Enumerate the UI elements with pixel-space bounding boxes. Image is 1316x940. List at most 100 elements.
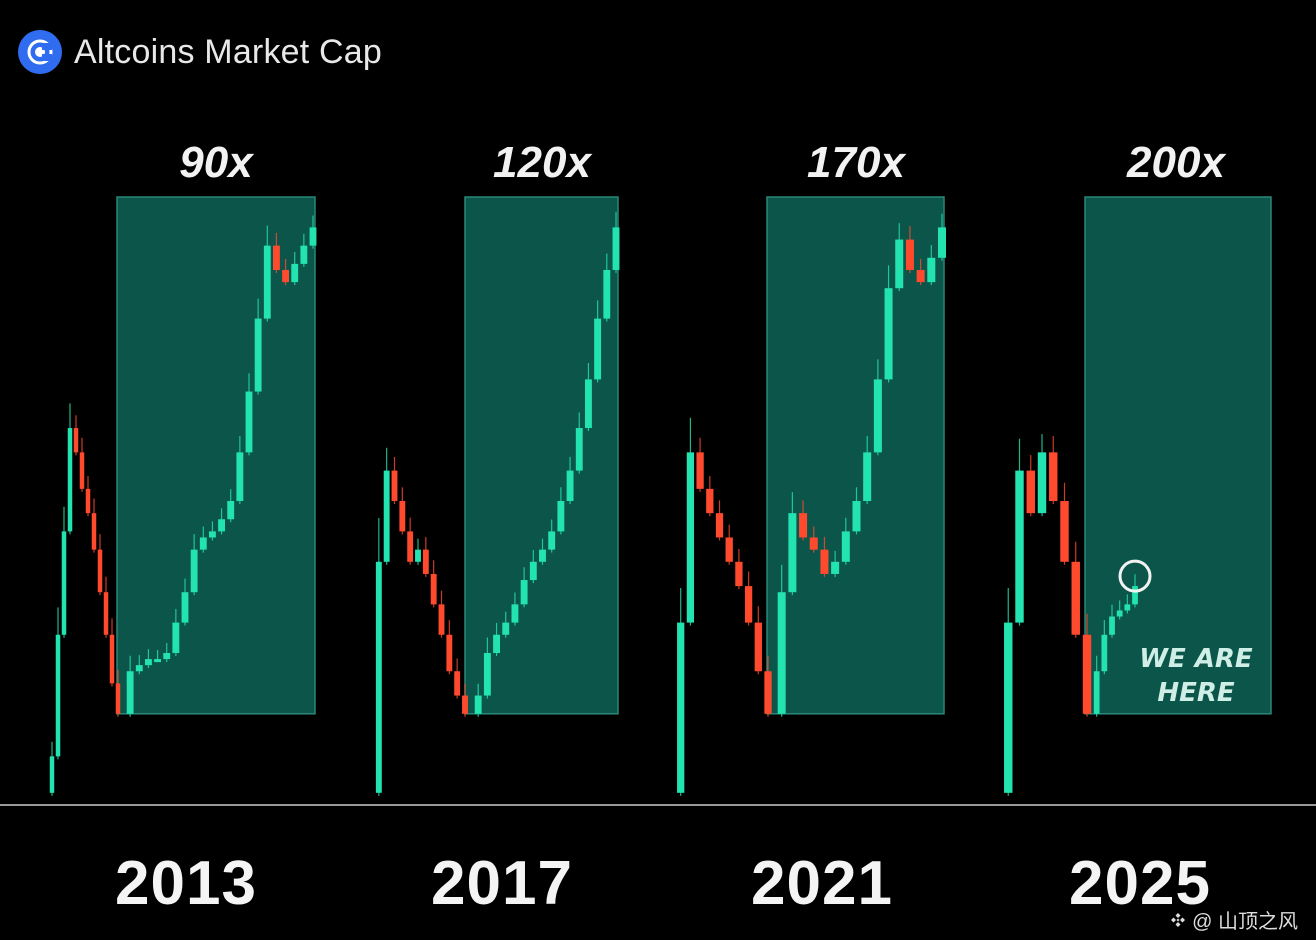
- year-label-2021: 2021: [751, 849, 893, 918]
- we-are-here-circle: [1118, 559, 1152, 593]
- candle-2017-pre-cycle-11: [454, 671, 461, 696]
- candle-2025-pre-cycle-2: [1015, 470, 1024, 623]
- candle-2013-pre-cycle-6: [79, 452, 85, 489]
- candle-2013-cycle-9: [199, 537, 207, 550]
- candle-2013-cycle-18: [282, 269, 289, 283]
- candle-2021-cycle-6: [831, 561, 840, 574]
- candle-2025-pre-cycle-7: [1071, 561, 1080, 635]
- candle-2025-pre-cycle-5: [1049, 452, 1058, 501]
- candle-2017-cycle-4: [502, 622, 510, 635]
- chart-header: Altcoins Market Cap: [18, 30, 382, 74]
- candle-2021-pre-cycle-3: [696, 452, 704, 489]
- candle-2021-pre-cycle-8: [744, 586, 753, 623]
- year-label-2017: 2017: [431, 849, 573, 918]
- candle-2013-cycle-7: [181, 592, 189, 623]
- candle-2013-pre-cycle-10: [103, 592, 109, 635]
- candle-2025-cycle-6: [1132, 586, 1138, 605]
- candle-2025-cycle-5: [1124, 604, 1131, 611]
- cycle-box-2013: [116, 196, 316, 715]
- candle-2021-cycle-4: [809, 537, 818, 550]
- candle-2021-pre-cycle-6: [725, 537, 733, 562]
- candle-2017-cycle-7: [529, 561, 537, 581]
- candle-2021-pre-cycle-7: [735, 561, 743, 587]
- candle-2021-cycle-15: [927, 257, 936, 283]
- cycle-box-2017: [464, 196, 619, 715]
- candle-2013-pre-cycle-12: [115, 683, 121, 714]
- candle-2013-cycle-15: [254, 318, 262, 392]
- candle-2021-cycle-14: [916, 269, 925, 283]
- candle-2017-cycle-10: [557, 501, 565, 532]
- candle-2013-cycle-3: [145, 659, 152, 666]
- candle-2017-pre-cycle-5: [407, 531, 414, 562]
- candle-2025-cycle-1: [1093, 671, 1100, 714]
- multiplier-label-2025: 200x: [1127, 138, 1225, 187]
- watermark-text: @ 山顶之风: [1192, 911, 1298, 933]
- cycle-box-2021: [766, 196, 945, 715]
- candle-2025-pre-cycle-3: [1026, 470, 1035, 514]
- candle-2025-pre-cycle-8: [1082, 634, 1092, 714]
- candle-2017-pre-cycle-2: [383, 470, 390, 562]
- candle-2013-cycle-8: [190, 549, 198, 593]
- we-are-here-line1: WE ARE: [1139, 644, 1253, 674]
- candle-2021-cycle-7: [841, 531, 850, 562]
- candle-2017-pre-cycle-10: [446, 634, 453, 672]
- chart-title: Altcoins Market Cap: [74, 32, 383, 71]
- watermark: @ 山顶之风: [1170, 905, 1298, 934]
- candle-2013-pre-cycle-9: [97, 549, 103, 593]
- candle-2013-cycle-6: [172, 622, 180, 653]
- candle-2013-cycle-17: [273, 245, 280, 270]
- candle-2013-pre-cycle-3: [61, 531, 67, 635]
- candle-2021-cycle-9: [863, 452, 872, 501]
- candle-2017-pre-cycle-6: [415, 549, 421, 562]
- candle-2021-pre-cycle-1: [677, 622, 685, 793]
- candle-2025-cycle-4: [1116, 610, 1123, 617]
- candle-2017-cycle-6: [520, 580, 528, 605]
- candle-2013-cycle-11: [218, 519, 225, 532]
- candle-2013-cycle-12: [227, 501, 235, 520]
- candle-2013-pre-cycle-4: [67, 428, 73, 532]
- candle-2017-pre-cycle-4: [399, 501, 406, 532]
- candle-2017-pre-cycle-8: [430, 573, 437, 605]
- candle-2025-pre-cycle-1: [1004, 622, 1013, 793]
- binance-logo-icon: [1171, 912, 1186, 927]
- year-label-2025: 2025: [1069, 849, 1211, 918]
- candle-2025-cycle-2: [1101, 634, 1108, 672]
- candle-2021-pre-cycle-10: [764, 671, 772, 714]
- candle-2021-cycle-3: [799, 513, 808, 538]
- candle-2017-cycle-11: [566, 470, 574, 501]
- candle-2021-pre-cycle-4: [706, 488, 714, 514]
- candle-2021-pre-cycle-2: [686, 452, 695, 623]
- candle-2021-cycle-8: [852, 501, 861, 532]
- candle-2013-cycle-10: [209, 531, 216, 538]
- candle-2017-cycle-2: [483, 653, 491, 696]
- candle-2021-cycle-2: [788, 513, 797, 593]
- candle-2013-cycle-14: [245, 391, 253, 453]
- candle-2013-cycle-2: [135, 665, 143, 672]
- candle-2025-cycle-3: [1109, 616, 1115, 635]
- candle-2017-cycle-14: [594, 318, 602, 380]
- candle-2021-cycle-11: [884, 288, 893, 380]
- candle-2013-cycle-16: [263, 245, 271, 319]
- candle-2013-pre-cycle-7: [85, 488, 91, 514]
- candle-2017-cycle-13: [584, 379, 592, 429]
- candle-2017-cycle-5: [511, 604, 519, 623]
- candle-2017-pre-cycle-9: [438, 604, 445, 635]
- candle-2021-cycle-10: [873, 379, 882, 453]
- candle-2025-pre-cycle-4: [1037, 452, 1047, 514]
- we-are-here-line2: HERE: [1157, 678, 1235, 708]
- candle-2017-cycle-12: [575, 428, 583, 471]
- candle-2021-cycle-5: [820, 549, 829, 574]
- cycle-box-2025: [1084, 196, 1272, 715]
- candle-2017-pre-cycle-1: [375, 561, 382, 793]
- candle-2013-pre-cycle-5: [73, 428, 79, 453]
- candle-2013-cycle-20: [300, 245, 308, 264]
- candle-2017-cycle-9: [548, 531, 556, 550]
- candle-2017-cycle-15: [603, 269, 611, 319]
- candle-2017-pre-cycle-7: [422, 549, 429, 574]
- candle-2017-cycle-3: [493, 634, 501, 653]
- candle-2013-pre-cycle-11: [109, 634, 115, 684]
- candle-2017-cycle-1: [474, 695, 482, 714]
- candle-2013-pre-cycle-1: [49, 756, 55, 793]
- multiplier-label-2017: 120x: [493, 138, 591, 187]
